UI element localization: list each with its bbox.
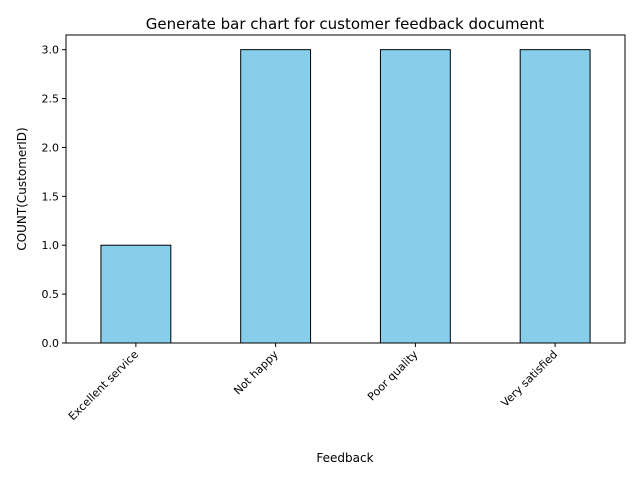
y-tick-label: 0.5	[42, 288, 60, 301]
x-axis: Excellent service Not happy Poor quality Ve…	[66, 343, 560, 423]
x-tick-label: Poor quality	[365, 348, 421, 404]
x-tick-label: Excellent service	[66, 348, 141, 423]
chart-title: Generate bar chart for customer feedback…	[146, 15, 545, 33]
y-tick-label: 0.0	[42, 337, 60, 350]
x-axis-label: Feedback	[316, 451, 373, 465]
y-tick-label: 1.0	[42, 239, 60, 252]
y-tick-label: 2.0	[42, 141, 60, 154]
y-tick-label: 2.5	[42, 93, 60, 106]
x-tick-label: Very satisfied	[499, 348, 561, 410]
bars-group	[100, 49, 591, 344]
plot-frame	[65, 34, 626, 344]
y-tick-label: 1.5	[42, 190, 60, 203]
bar	[240, 49, 312, 344]
x-tick-label: Not happy	[231, 348, 281, 398]
y-axis: 0.0 0.5 1.0 1.5 2.0 2.5 3.0	[42, 44, 66, 350]
bar	[519, 49, 591, 344]
bar	[379, 49, 451, 344]
y-tick-label: 3.0	[42, 44, 60, 57]
y-axis-label: COUNT(CustomerID)	[15, 127, 29, 250]
bar	[100, 244, 172, 344]
